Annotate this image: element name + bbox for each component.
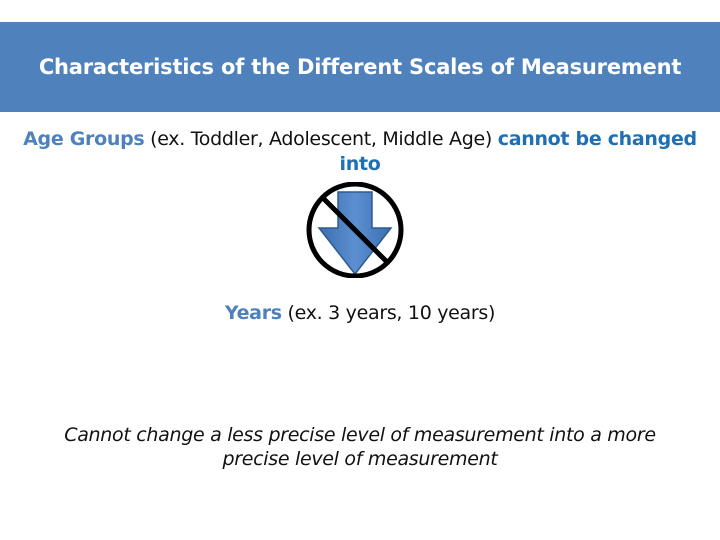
age-groups-term: Age Groups: [23, 128, 145, 150]
slide-title: Characteristics of the Different Scales …: [38, 55, 682, 79]
age-groups-example: (ex. Toddler, Adolescent, Middle Age): [144, 128, 498, 150]
years-statement: Years (ex. 3 years, 10 years): [20, 301, 700, 326]
age-groups-statement: Age Groups (ex. Toddler, Adolescent, Mid…: [20, 127, 700, 177]
years-term: Years: [224, 302, 282, 324]
title-bar: Characteristics of the Different Scales …: [0, 22, 720, 112]
conclusion-text: Cannot change a less precise level of me…: [64, 424, 656, 470]
prohibited-down-arrow-icon: [303, 181, 407, 279]
cannot-change-text: cannot be changed into: [339, 128, 698, 175]
years-example: (ex. 3 years, 10 years): [281, 302, 496, 324]
